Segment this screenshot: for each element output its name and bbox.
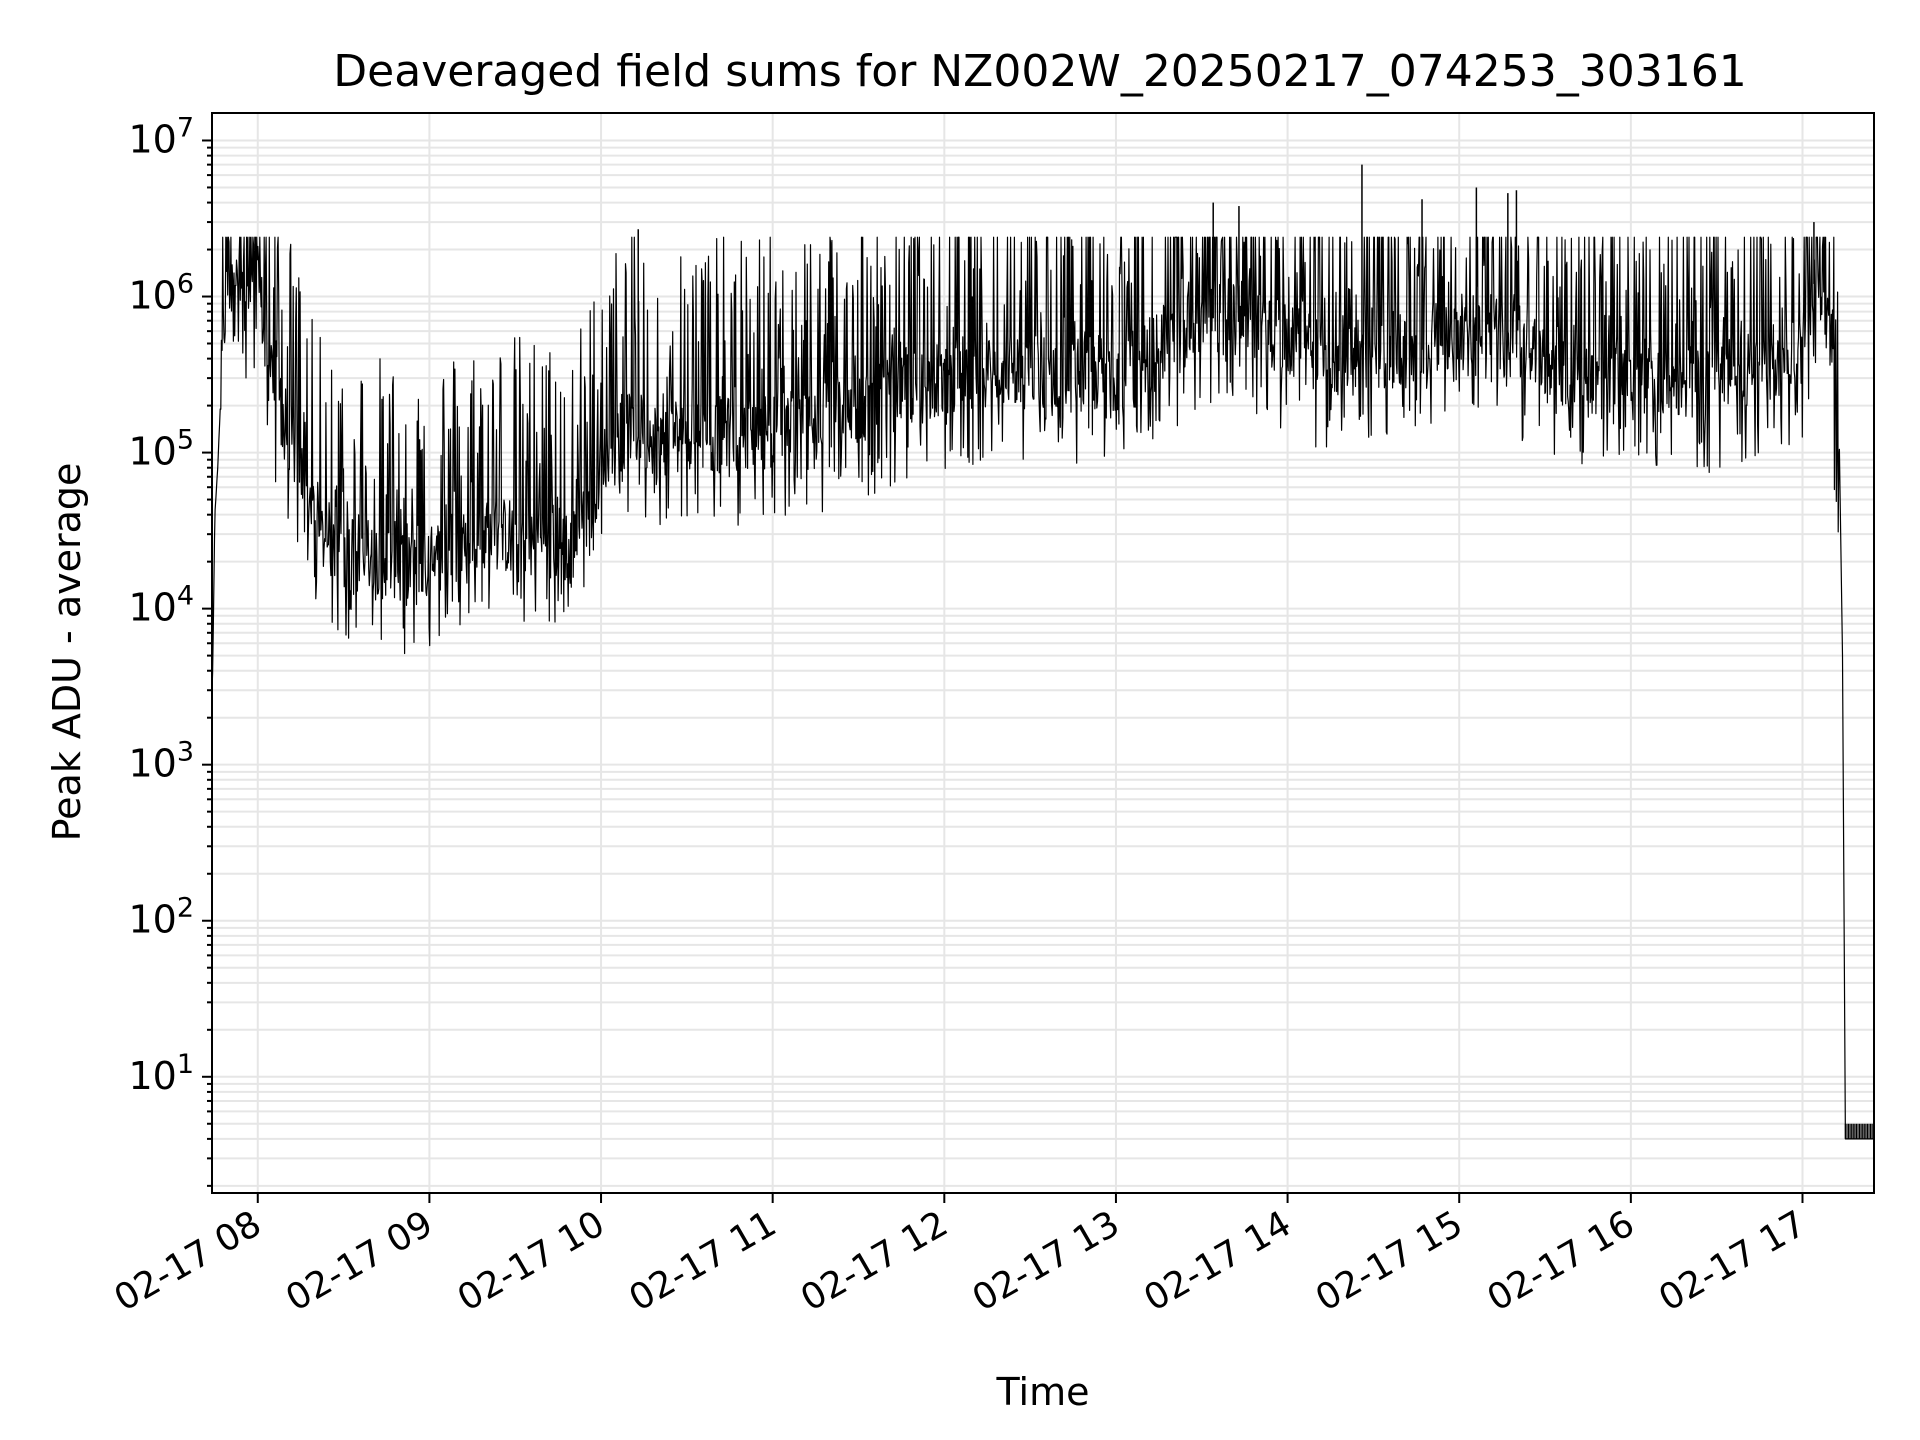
plot-frame (211, 112, 1875, 1194)
y-tick-label: 107 (128, 112, 194, 161)
grid (212, 113, 1874, 1193)
chart-title: Deaveraged field sums for NZ002W_2025021… (333, 46, 1746, 97)
y-axis: 101 102 103 104 105 106 107 (128, 112, 212, 1187)
x-axis-label: Time (996, 1370, 1090, 1414)
series-path (211, 236, 1874, 1140)
y-tick-label: 103 (128, 737, 194, 786)
y-tick-label: 102 (128, 893, 194, 942)
y-tick-label: 106 (128, 269, 194, 318)
y-axis-label: Peak ADU - average (45, 463, 89, 842)
y-tick-label: 104 (128, 581, 194, 630)
series-line (211, 164, 1875, 1140)
y-tick-label: 101 (128, 1049, 194, 1098)
y-tick-label: 105 (128, 425, 194, 474)
